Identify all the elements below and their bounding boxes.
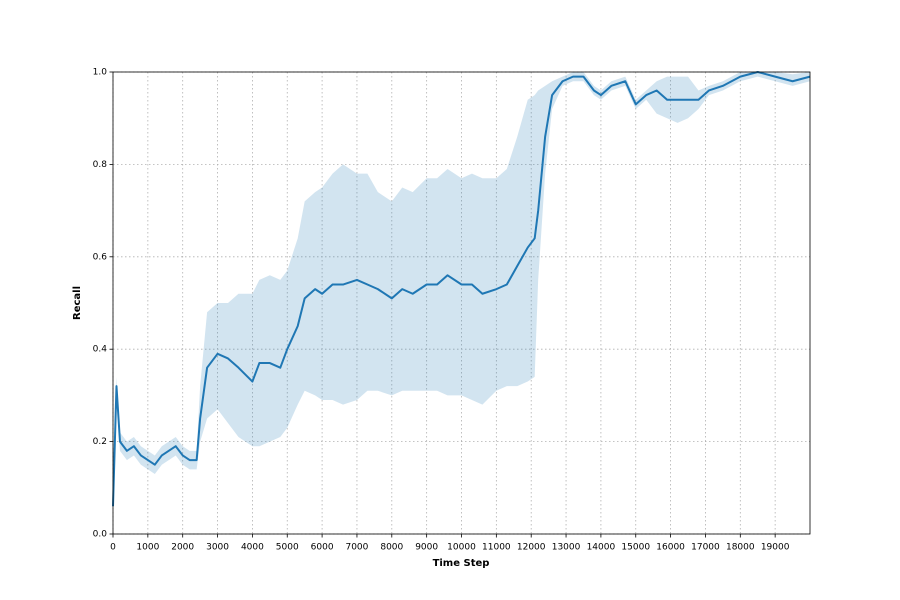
x-tick-label: 3000 xyxy=(206,543,229,553)
y-axis-title: Recall xyxy=(72,286,83,320)
plot-frame xyxy=(112,71,811,535)
y-tick-label: 0.0 xyxy=(93,530,108,540)
x-tick-label: 2000 xyxy=(171,543,194,553)
y-tick-label: 1.0 xyxy=(93,68,108,78)
x-tick-label: 19000 xyxy=(761,543,790,553)
x-tick-label: 7000 xyxy=(345,543,368,553)
x-tick-label: 8000 xyxy=(380,543,403,553)
x-tick-label: 13000 xyxy=(552,543,581,553)
x-tick-label: 16000 xyxy=(656,543,685,553)
y-tick-label: 0.2 xyxy=(93,437,107,447)
x-tick-label: 10000 xyxy=(447,543,476,553)
x-tick-label: 4000 xyxy=(241,543,264,553)
confidence-band xyxy=(113,72,810,507)
x-tick-label: 6000 xyxy=(311,543,334,553)
x-tick-label: 15000 xyxy=(621,543,650,553)
y-tick-label: 0.8 xyxy=(93,160,108,170)
x-tick-label: 11000 xyxy=(482,543,511,553)
x-tick-label: 0 xyxy=(110,543,116,553)
x-tick-label: 17000 xyxy=(691,543,720,553)
y-tick-label: 0.6 xyxy=(93,252,108,262)
line xyxy=(112,71,811,507)
x-tick-label: 12000 xyxy=(517,543,546,553)
x-tick-label: 18000 xyxy=(726,543,755,553)
x-tick-label: 14000 xyxy=(587,543,616,553)
x-axis-title: Time Step xyxy=(433,558,490,569)
x-tick-label: 9000 xyxy=(415,543,438,553)
x-tick-label: 5000 xyxy=(276,543,299,553)
y-tick-label: 0.4 xyxy=(93,345,108,355)
x-tick-label: 1000 xyxy=(136,543,159,553)
